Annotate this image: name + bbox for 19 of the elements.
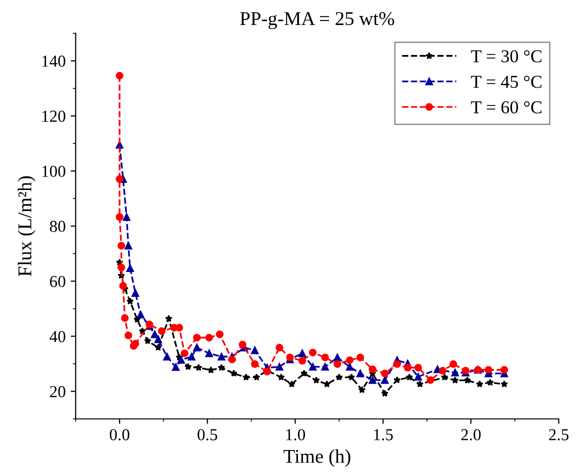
y-tick-label: 100	[42, 166, 66, 177]
y-axis-title: Flux (L/m²h)	[18, 176, 36, 276]
chart-title: PP-g-MA = 25 wt%	[240, 12, 394, 30]
x-tick-label: 2.0	[461, 429, 481, 440]
x-tick-label: 2.5	[549, 429, 568, 440]
y-tick-label: 20	[50, 386, 66, 398]
legend-label: T = 60 °C	[471, 101, 542, 114]
y-tick-label: 140	[42, 56, 66, 67]
x-tick-label: 1.0	[286, 429, 306, 440]
y-tick-label: 40	[50, 330, 66, 342]
y-tick-label: 120	[42, 110, 66, 122]
y-tick-label: 80	[50, 220, 66, 232]
legend-label: T = 45 °C	[471, 76, 542, 88]
x-tick-label: 1.5	[374, 429, 393, 440]
y-tick-label: 60	[50, 276, 66, 288]
legend-label: T = 30 °C	[471, 50, 542, 62]
x-axis-title: Time (h)	[284, 449, 350, 467]
x-tick-label: 0.5	[198, 429, 218, 440]
x-tick-label: 0.0	[110, 429, 130, 440]
